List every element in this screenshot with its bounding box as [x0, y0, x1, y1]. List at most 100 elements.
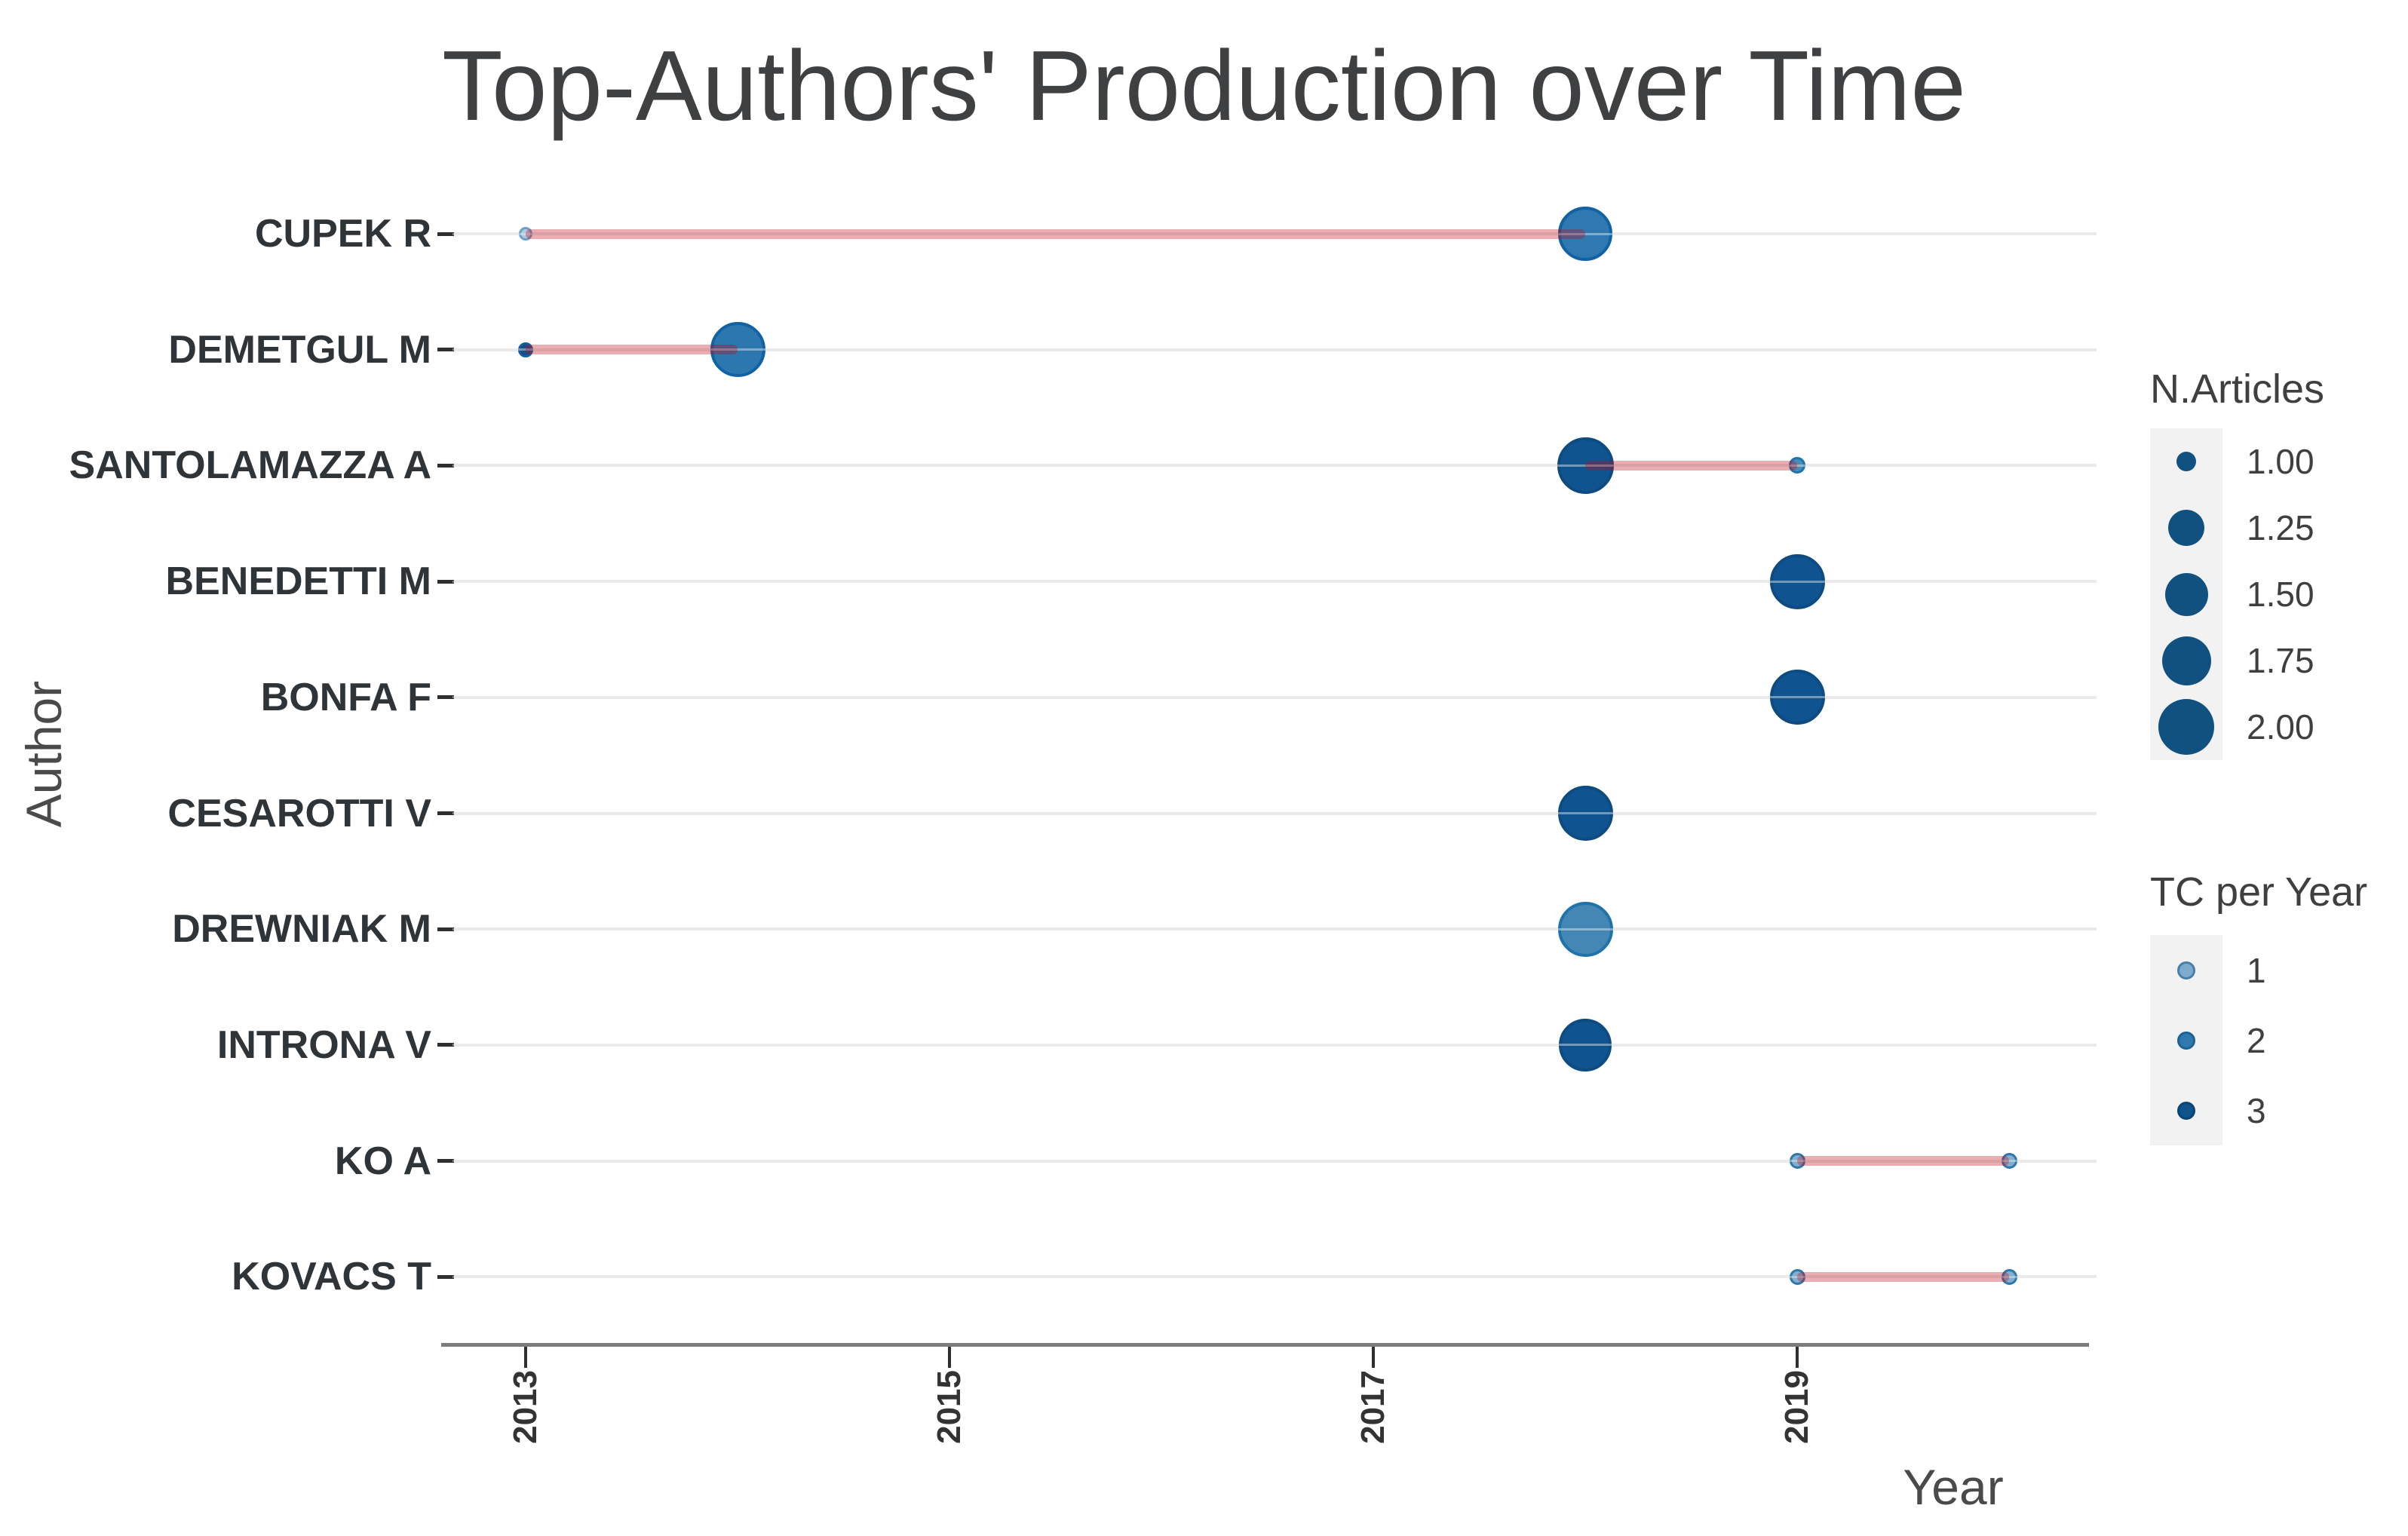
x-axis-tick-label: 2013 — [507, 1370, 544, 1444]
color-legend-key — [2150, 935, 2222, 1005]
size-legend-title: N.Articles — [2150, 366, 2325, 412]
color-legend-title: TC per Year — [2150, 869, 2368, 915]
y-axis-tick — [437, 927, 454, 931]
x-axis-tick — [948, 1347, 951, 1368]
author-label: KOVACS T — [232, 1255, 431, 1299]
x-axis-tick-label: 2019 — [1778, 1370, 1815, 1444]
size-legend-label: 1.75 — [2247, 641, 2314, 680]
timeline-segment — [526, 228, 1585, 239]
data-point — [1769, 553, 1825, 609]
data-point — [1769, 670, 1825, 725]
timeline-segment — [1797, 1271, 2009, 1282]
data-point — [710, 322, 765, 378]
color-legend-dot — [2177, 1031, 2195, 1050]
data-point — [1789, 1268, 1805, 1285]
y-axis-tick — [437, 579, 454, 584]
data-point — [519, 227, 532, 241]
size-legend-key — [2150, 627, 2222, 694]
size-legend-item: 1.50 — [2150, 561, 2314, 627]
data-point — [1557, 901, 1613, 957]
y-axis-tick — [437, 1043, 454, 1047]
data-point — [2001, 1268, 2017, 1285]
row-gridline — [452, 1043, 2097, 1047]
size-legend-key — [2150, 428, 2222, 495]
row-gridline-overlay — [452, 696, 2097, 699]
color-legend-item: 3 — [2150, 1075, 2266, 1145]
x-axis-tick — [1796, 1347, 1799, 1368]
y-axis-tick — [437, 811, 454, 815]
data-point — [1557, 786, 1613, 841]
size-legend-item: 2.00 — [2150, 694, 2314, 760]
y-axis-tick — [437, 695, 454, 700]
timeline-segment — [1797, 1156, 2009, 1167]
color-legend-label: 3 — [2247, 1090, 2266, 1130]
size-legend-item: 1.25 — [2150, 495, 2314, 561]
author-label: DEMETGUL M — [168, 327, 431, 372]
chart-title: Top-Authors' Production over Time — [442, 30, 1966, 141]
color-legend-label: 2 — [2247, 1020, 2266, 1060]
size-legend-dot — [2158, 699, 2214, 755]
author-label: BENEDETTI M — [165, 560, 431, 604]
size-legend-dot — [2161, 636, 2211, 685]
size-legend-label: 1.50 — [2247, 575, 2314, 614]
row-gridline-overlay — [452, 464, 2097, 467]
row-gridline — [452, 927, 2097, 931]
color-legend-item: 2 — [2150, 1005, 2266, 1075]
size-legend-keys: 1.00 1.25 1.50 1.75 2.00 — [2150, 428, 2314, 760]
row-gridline-overlay — [452, 348, 2097, 351]
y-axis-tick — [437, 1159, 454, 1163]
row-gridline — [452, 232, 2097, 235]
size-legend-item: 1.75 — [2150, 627, 2314, 694]
x-axis-tick — [524, 1347, 527, 1368]
size-legend-dot — [2164, 572, 2208, 616]
row-gridline-overlay — [452, 1160, 2097, 1163]
x-axis-line — [441, 1343, 2089, 1347]
data-point — [1558, 207, 1612, 261]
author-label: KO A — [334, 1139, 431, 1183]
data-point — [2001, 1153, 2017, 1170]
row-gridline-overlay — [452, 1275, 2097, 1278]
size-legend-key — [2150, 561, 2222, 627]
color-legend-key — [2150, 1075, 2222, 1145]
color-legend-item: 1 — [2150, 935, 2266, 1005]
author-label: DREWNIAK M — [172, 907, 431, 952]
size-legend-label: 2.00 — [2247, 707, 2314, 747]
size-legend-label: 1.25 — [2247, 508, 2314, 547]
color-legend-key — [2150, 1005, 2222, 1075]
row-gridline — [452, 1159, 2097, 1163]
size-legend-key — [2150, 694, 2222, 760]
row-gridline — [452, 464, 2097, 468]
timeline-segment — [526, 345, 738, 355]
size-legend-dot — [2176, 452, 2196, 471]
timeline-segment — [1585, 460, 1797, 471]
y-axis-title: Author — [16, 680, 72, 828]
author-label: BONFA F — [260, 675, 431, 719]
color-legend-label: 1 — [2247, 950, 2266, 990]
row-gridline-overlay — [452, 580, 2097, 583]
data-point — [1559, 1018, 1612, 1072]
data-point — [1557, 437, 1614, 494]
size-legend-key — [2150, 495, 2222, 561]
row-gridline — [452, 1275, 2097, 1279]
y-axis-tick — [437, 1274, 454, 1279]
row-gridline — [452, 580, 2097, 584]
author-label: CESAROTTI V — [167, 791, 431, 835]
row-gridline — [452, 695, 2097, 699]
y-axis-tick — [437, 463, 454, 468]
x-axis-tick-label: 2017 — [1354, 1370, 1391, 1444]
row-gridline-overlay — [452, 232, 2097, 235]
y-axis-tick — [437, 231, 454, 236]
row-gridline-overlay — [452, 1044, 2097, 1047]
row-gridline-overlay — [452, 927, 2097, 930]
author-label: INTRONA V — [216, 1022, 431, 1067]
author-label: SANTOLAMAZZA A — [69, 443, 431, 488]
size-legend-item: 1.00 — [2150, 428, 2314, 495]
size-legend-label: 1.00 — [2247, 442, 2314, 481]
x-axis-title: Year — [1903, 1459, 2004, 1515]
data-point — [1789, 457, 1805, 474]
color-legend-dot — [2177, 961, 2195, 980]
row-gridline — [452, 811, 2097, 815]
author-label: CUPEK R — [254, 212, 431, 256]
row-gridline-overlay — [452, 812, 2097, 814]
